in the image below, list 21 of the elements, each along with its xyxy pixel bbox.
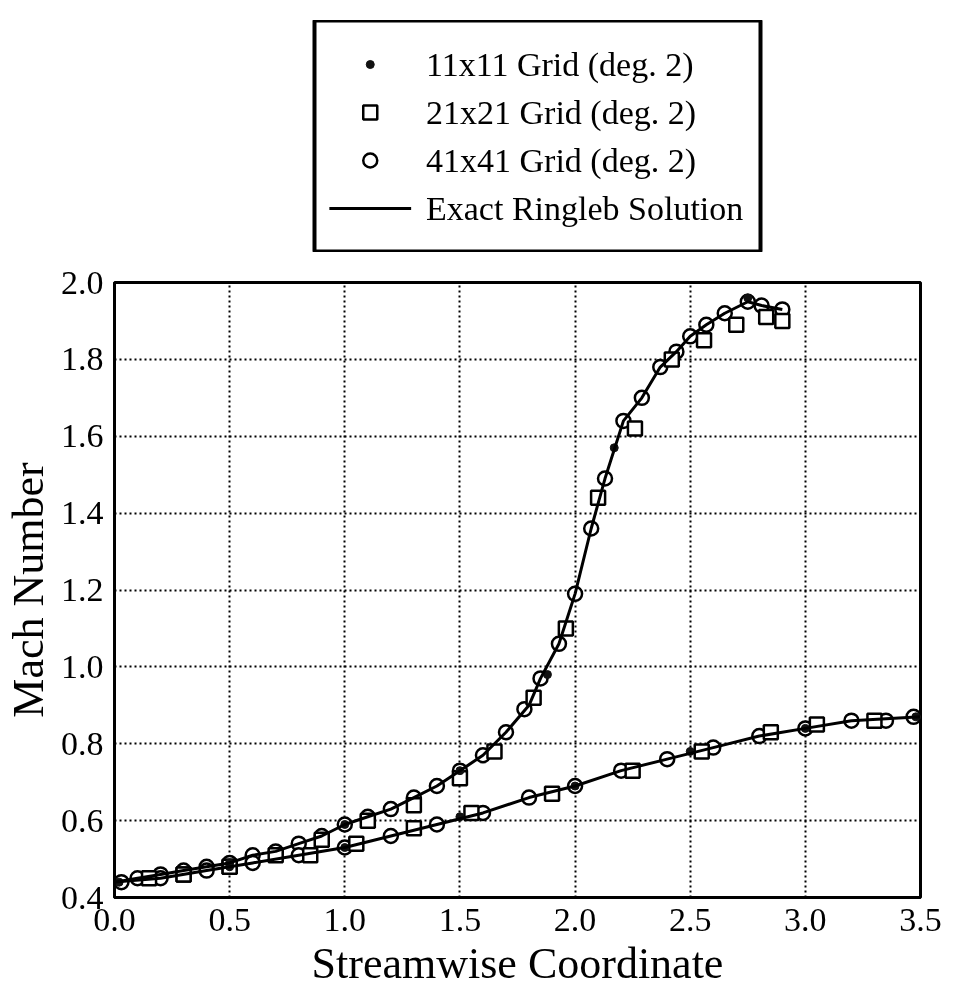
legend-label: 21x21 Grid (deg. 2) bbox=[426, 94, 697, 132]
y-tick-label: 1.2 bbox=[61, 571, 104, 608]
x-tick-label: 3.0 bbox=[784, 900, 827, 938]
x-tick-label: 3.5 bbox=[899, 900, 942, 938]
x-tick-label: 0.5 bbox=[208, 900, 251, 938]
y-axis-title: Mach Number bbox=[4, 461, 53, 718]
y-tick-label: 0.6 bbox=[61, 801, 104, 839]
legend-label: 11x11 Grid (deg. 2) bbox=[426, 46, 694, 84]
y-tick-label: 0.8 bbox=[61, 724, 104, 762]
legend-label: 41x41 Grid (deg. 2) bbox=[426, 142, 697, 180]
y-tick-label: 1.6 bbox=[61, 417, 104, 455]
x-tick-label: 1.5 bbox=[438, 900, 482, 938]
legend-label: Exact Ringleb Solution bbox=[426, 190, 744, 227]
y-tick-label: 2.0 bbox=[61, 263, 104, 301]
y-tick-label: 1.0 bbox=[61, 647, 104, 685]
x-axis-title: Streamwise Coordinate bbox=[311, 938, 724, 988]
x-tick-label: 2.0 bbox=[553, 900, 597, 938]
y-tick-label: 1.4 bbox=[61, 494, 104, 532]
x-tick-label: 2.5 bbox=[668, 900, 712, 938]
x-tick-label: 1.0 bbox=[323, 900, 367, 938]
y-tick-label: 1.8 bbox=[61, 340, 104, 378]
